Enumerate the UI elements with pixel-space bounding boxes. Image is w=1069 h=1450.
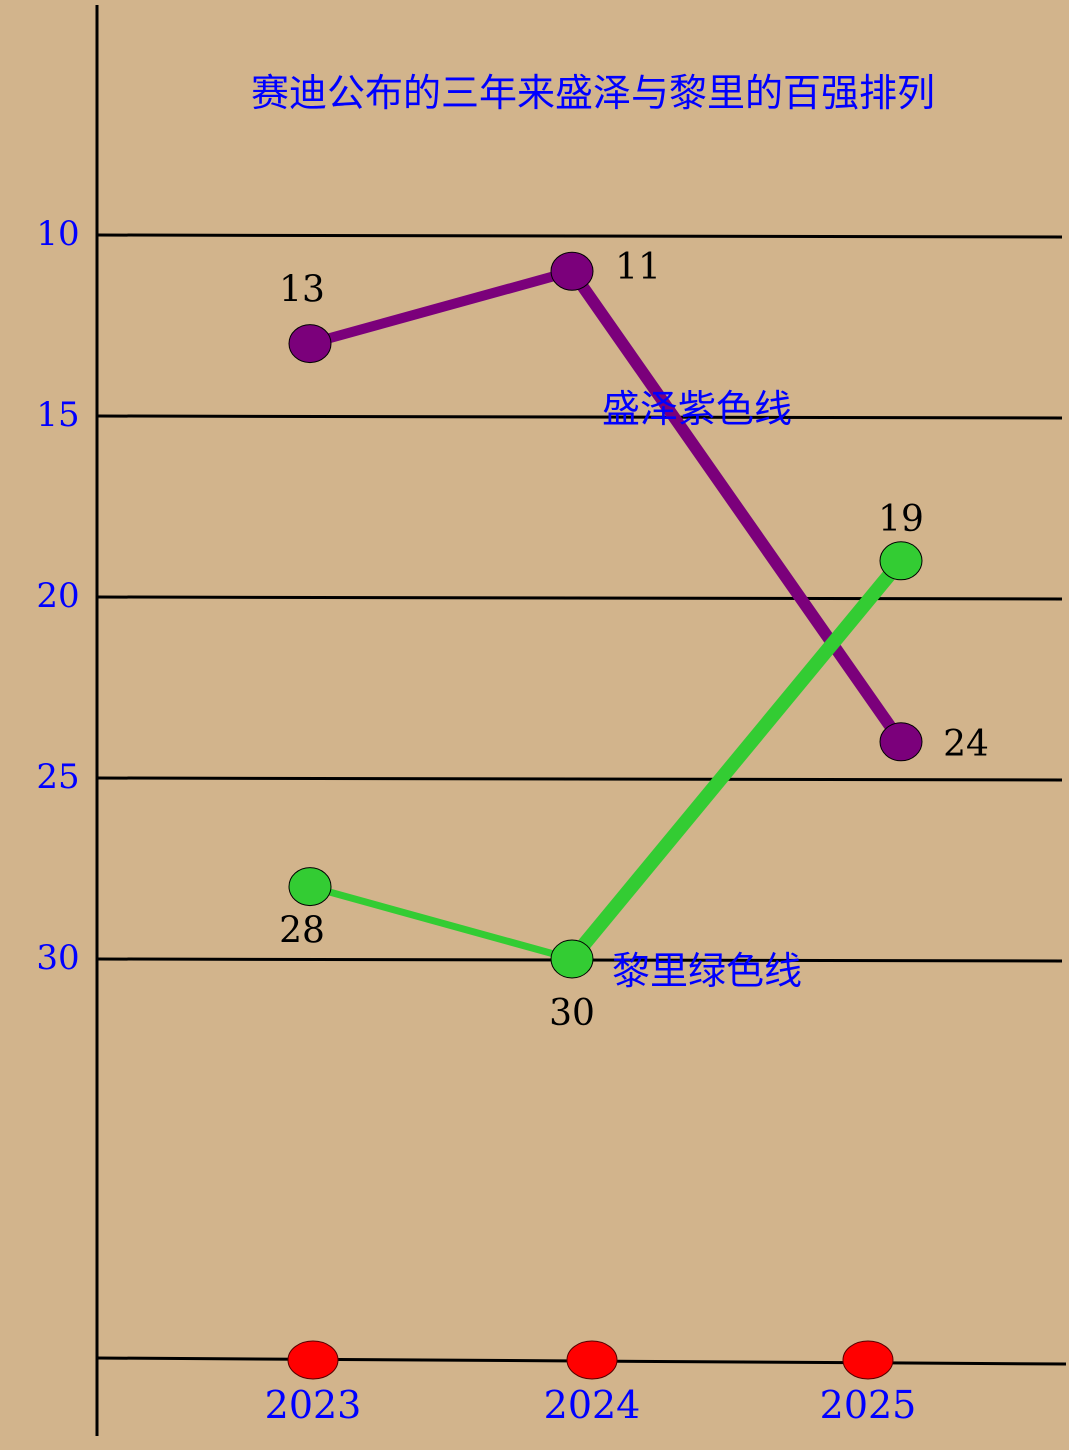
data-label: 19 <box>878 499 924 540</box>
data-label: 13 <box>279 270 325 311</box>
data-point <box>550 251 594 291</box>
chart-title: 赛迪公布的三年来盛泽与黎里的百强排列 <box>251 71 935 115</box>
x-tick-label: 2024 <box>544 1383 641 1427</box>
x-tick-label: 2023 <box>265 1383 362 1427</box>
data-point <box>879 541 923 581</box>
series-line-segment <box>305 266 577 349</box>
year-marker-2023 <box>287 1340 339 1380</box>
data-label: 30 <box>549 993 595 1034</box>
series-line-segment <box>306 883 576 963</box>
series-label: 盛泽紫色线 <box>602 387 792 431</box>
data-point <box>288 324 332 364</box>
year-marker-2025 <box>842 1340 894 1380</box>
series-points <box>288 251 923 979</box>
data-label: 28 <box>279 911 325 952</box>
y-tick-label: 20 <box>36 576 79 616</box>
gridline-10 <box>96 233 1063 239</box>
data-label: 11 <box>615 247 661 288</box>
y-tick-labels: 10 15 20 25 30 <box>36 214 79 978</box>
x-tick-label: 2025 <box>820 1383 917 1427</box>
gridline-25 <box>96 776 1063 782</box>
y-tick-label: 15 <box>36 395 79 435</box>
series-line-segment <box>565 553 908 966</box>
gridline-20 <box>96 595 1063 601</box>
series-lines <box>305 265 908 966</box>
x-axis: 2023 2024 2025 <box>96 1340 1067 1427</box>
gridlines <box>96 233 1063 963</box>
data-point <box>879 722 923 762</box>
y-tick-label: 30 <box>36 938 79 978</box>
data-labels: 13 11 24 28 30 19 <box>279 247 989 1034</box>
y-tick-label: 25 <box>36 757 79 797</box>
series-line-segment <box>566 265 907 748</box>
data-point <box>288 867 332 907</box>
data-label: 24 <box>943 724 989 765</box>
gridline-15 <box>96 414 1063 420</box>
year-marker-2024 <box>566 1340 618 1380</box>
series-label: 黎里绿色线 <box>612 949 802 993</box>
data-point <box>550 939 594 979</box>
y-tick-label: 10 <box>36 214 79 254</box>
